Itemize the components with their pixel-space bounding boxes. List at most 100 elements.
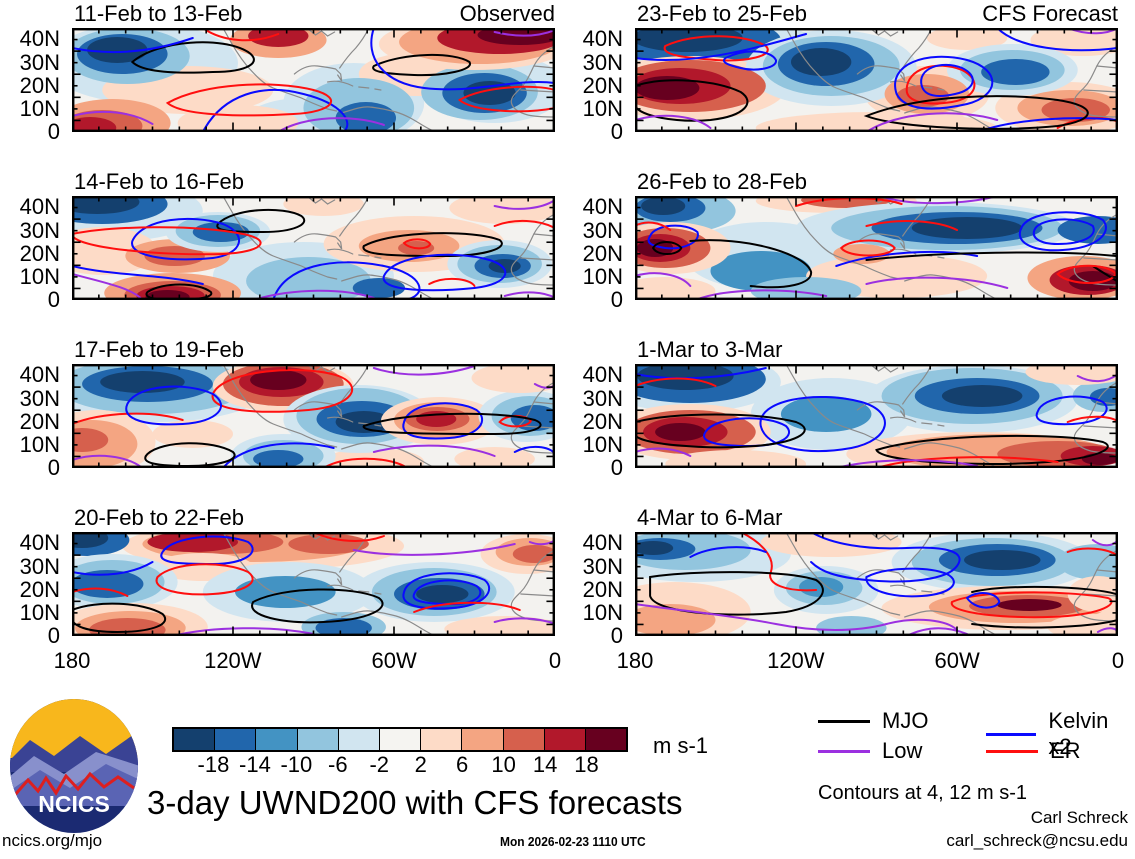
colorbar-cell — [543, 729, 585, 750]
credit-email: carl_schreck@ncsu.edu — [946, 831, 1128, 850]
colorbar-tick-label: -18 — [197, 752, 230, 777]
y-tick-label: 40N — [582, 530, 623, 556]
legend-label: MJO — [882, 708, 929, 733]
colorbar-cell — [174, 729, 215, 750]
y-axis-labels: 40N 30N 20N 10N 0 — [6, 362, 66, 480]
panel-tag-cfs-forecast: CFS Forecast — [982, 1, 1118, 26]
colorbar-cell — [296, 729, 338, 750]
colorbar-tick-label: 18 — [574, 752, 599, 777]
map-plot — [635, 364, 1118, 468]
y-axis-labels: 40N 30N 20N 10N 0 — [569, 362, 629, 480]
colorbar — [172, 727, 628, 752]
y-tick-label: 20N — [582, 72, 623, 98]
panel-title: 14-Feb to 16-Feb — [74, 169, 244, 194]
map-plot — [72, 196, 555, 300]
colorbar-tick-label: 6 — [456, 752, 469, 777]
panel-title: 23-Feb to 25-Feb — [637, 1, 807, 26]
y-tick-label: 10N — [19, 431, 60, 457]
y-tick-label: 10N — [582, 95, 623, 121]
x-tick-label: 0 — [1111, 648, 1125, 673]
y-tick-label: 40N — [19, 194, 60, 220]
x-tick-label: 60W — [371, 648, 417, 673]
legend-item-kelvin: Kelvin x2 — [986, 708, 1135, 760]
colorbar-cell — [461, 729, 503, 750]
x-tick-label: 180 — [616, 648, 654, 673]
y-tick-label: 30N — [582, 553, 623, 579]
y-tick-label: 0 — [47, 455, 60, 480]
y-tick-label: 20N — [19, 240, 60, 266]
y-tick-label: 40N — [19, 26, 60, 52]
kelvin-line-swatch — [986, 732, 1037, 736]
panel-11feb: 11-Feb to 13-Feb Observed 40N 30N 20N 10N 0 — [20, 2, 555, 144]
timestamp: Mon 2026-02-23 1110 UTC — [500, 834, 646, 849]
y-tick-label: 0 — [47, 119, 60, 144]
x-tick-label: 180 — [53, 648, 91, 673]
x-tick-label: 60W — [934, 648, 980, 673]
colorbar-cell — [502, 729, 544, 750]
panel-26feb: 26-Feb to 28-Feb 40N 30N 20N 10N 0 — [583, 170, 1118, 312]
y-axis-labels: 40N 30N 20N 10N 0 — [569, 194, 629, 312]
panel-17feb: 17-Feb to 19-Feb 40N 30N 20N 10N 0 — [20, 338, 555, 480]
panel-tag-observed: Observed — [459, 1, 555, 26]
contour-note: Contours at 4, 12 m s-1 — [818, 782, 1027, 804]
y-tick-label: 40N — [582, 362, 623, 388]
y-tick-label: 0 — [47, 623, 60, 648]
y-tick-label: 10N — [582, 431, 623, 457]
colorbar-tick-label: 10 — [491, 752, 516, 777]
x-tick-label: 120W — [204, 648, 262, 673]
y-tick-label: 0 — [610, 623, 623, 648]
y-tick-label: 20N — [19, 408, 60, 434]
y-tick-label: 30N — [19, 553, 60, 579]
y-tick-label: 20N — [582, 408, 623, 434]
panel-14feb: 14-Feb to 16-Feb 40N 30N 20N 10N 0 — [20, 170, 555, 312]
colorbar-cell — [337, 729, 379, 750]
colorbar-tick-label: -6 — [328, 752, 348, 777]
er-line-swatch — [986, 749, 1038, 753]
y-axis-labels: 40N 30N 20N 10N 0 — [6, 530, 66, 648]
legend-label: Kelvin x2 — [1048, 708, 1109, 759]
map-plot — [635, 196, 1118, 300]
x-tick-label: 0 — [548, 648, 562, 673]
y-tick-label: 30N — [582, 217, 623, 243]
colorbar-cell — [214, 729, 256, 750]
legend-label: Low — [882, 738, 923, 763]
panel-title: 26-Feb to 28-Feb — [637, 169, 807, 194]
y-tick-label: 10N — [582, 263, 623, 289]
legend-label: ER — [1050, 738, 1081, 763]
y-tick-label: 10N — [19, 599, 60, 625]
y-axis-labels: 40N 30N 20N 10N 0 — [6, 26, 66, 144]
y-axis-labels: 40N 30N 20N 10N 0 — [569, 530, 629, 648]
map-plot — [635, 28, 1118, 132]
legend-item-mjo: MJO — [818, 708, 928, 734]
y-tick-label: 0 — [47, 287, 60, 312]
figure-title: 3-day UWND200 with CFS forecasts — [147, 784, 683, 821]
y-tick-label: 30N — [582, 49, 623, 75]
y-tick-label: 30N — [582, 385, 623, 411]
units-label: m s-1 — [653, 733, 708, 758]
y-tick-label: 10N — [582, 599, 623, 625]
colorbar-cell — [420, 729, 462, 750]
y-tick-label: 40N — [19, 530, 60, 556]
panel-4mar: 4-Mar to 6-Mar 40N 30N 20N 10N 0 180 120W 60W 0 — [583, 506, 1124, 674]
low-line-swatch — [818, 749, 870, 753]
colorbar-tick-label: -2 — [369, 752, 390, 777]
credit-name: Carl Schreck — [1030, 808, 1128, 827]
logo-ridge-line — [12, 771, 135, 797]
y-tick-label: 0 — [610, 119, 623, 144]
y-tick-label: 20N — [19, 72, 60, 98]
panel-23feb: 23-Feb to 25-Feb CFS Forecast 40N 30N 20N 1… — [583, 2, 1118, 144]
y-tick-label: 20N — [19, 576, 60, 602]
y-tick-label: 30N — [19, 49, 60, 75]
ncics-logo: NCICS — [10, 699, 138, 833]
x-axis-labels: 180 120W 60W 0 — [617, 648, 1124, 676]
y-tick-label: 0 — [610, 287, 623, 312]
panel-title: 4-Mar to 6-Mar — [637, 505, 783, 530]
y-tick-label: 0 — [610, 455, 623, 480]
colorbar-tick-label: 14 — [532, 752, 558, 777]
panel-title: 20-Feb to 22-Feb — [74, 505, 244, 530]
y-tick-label: 20N — [582, 240, 623, 266]
y-tick-label: 30N — [19, 385, 60, 411]
colorbar-labels: -18 -14 -10 -6 -2 2 6 10 14 18 — [172, 752, 628, 778]
panel-title: 17-Feb to 19-Feb — [74, 337, 244, 362]
